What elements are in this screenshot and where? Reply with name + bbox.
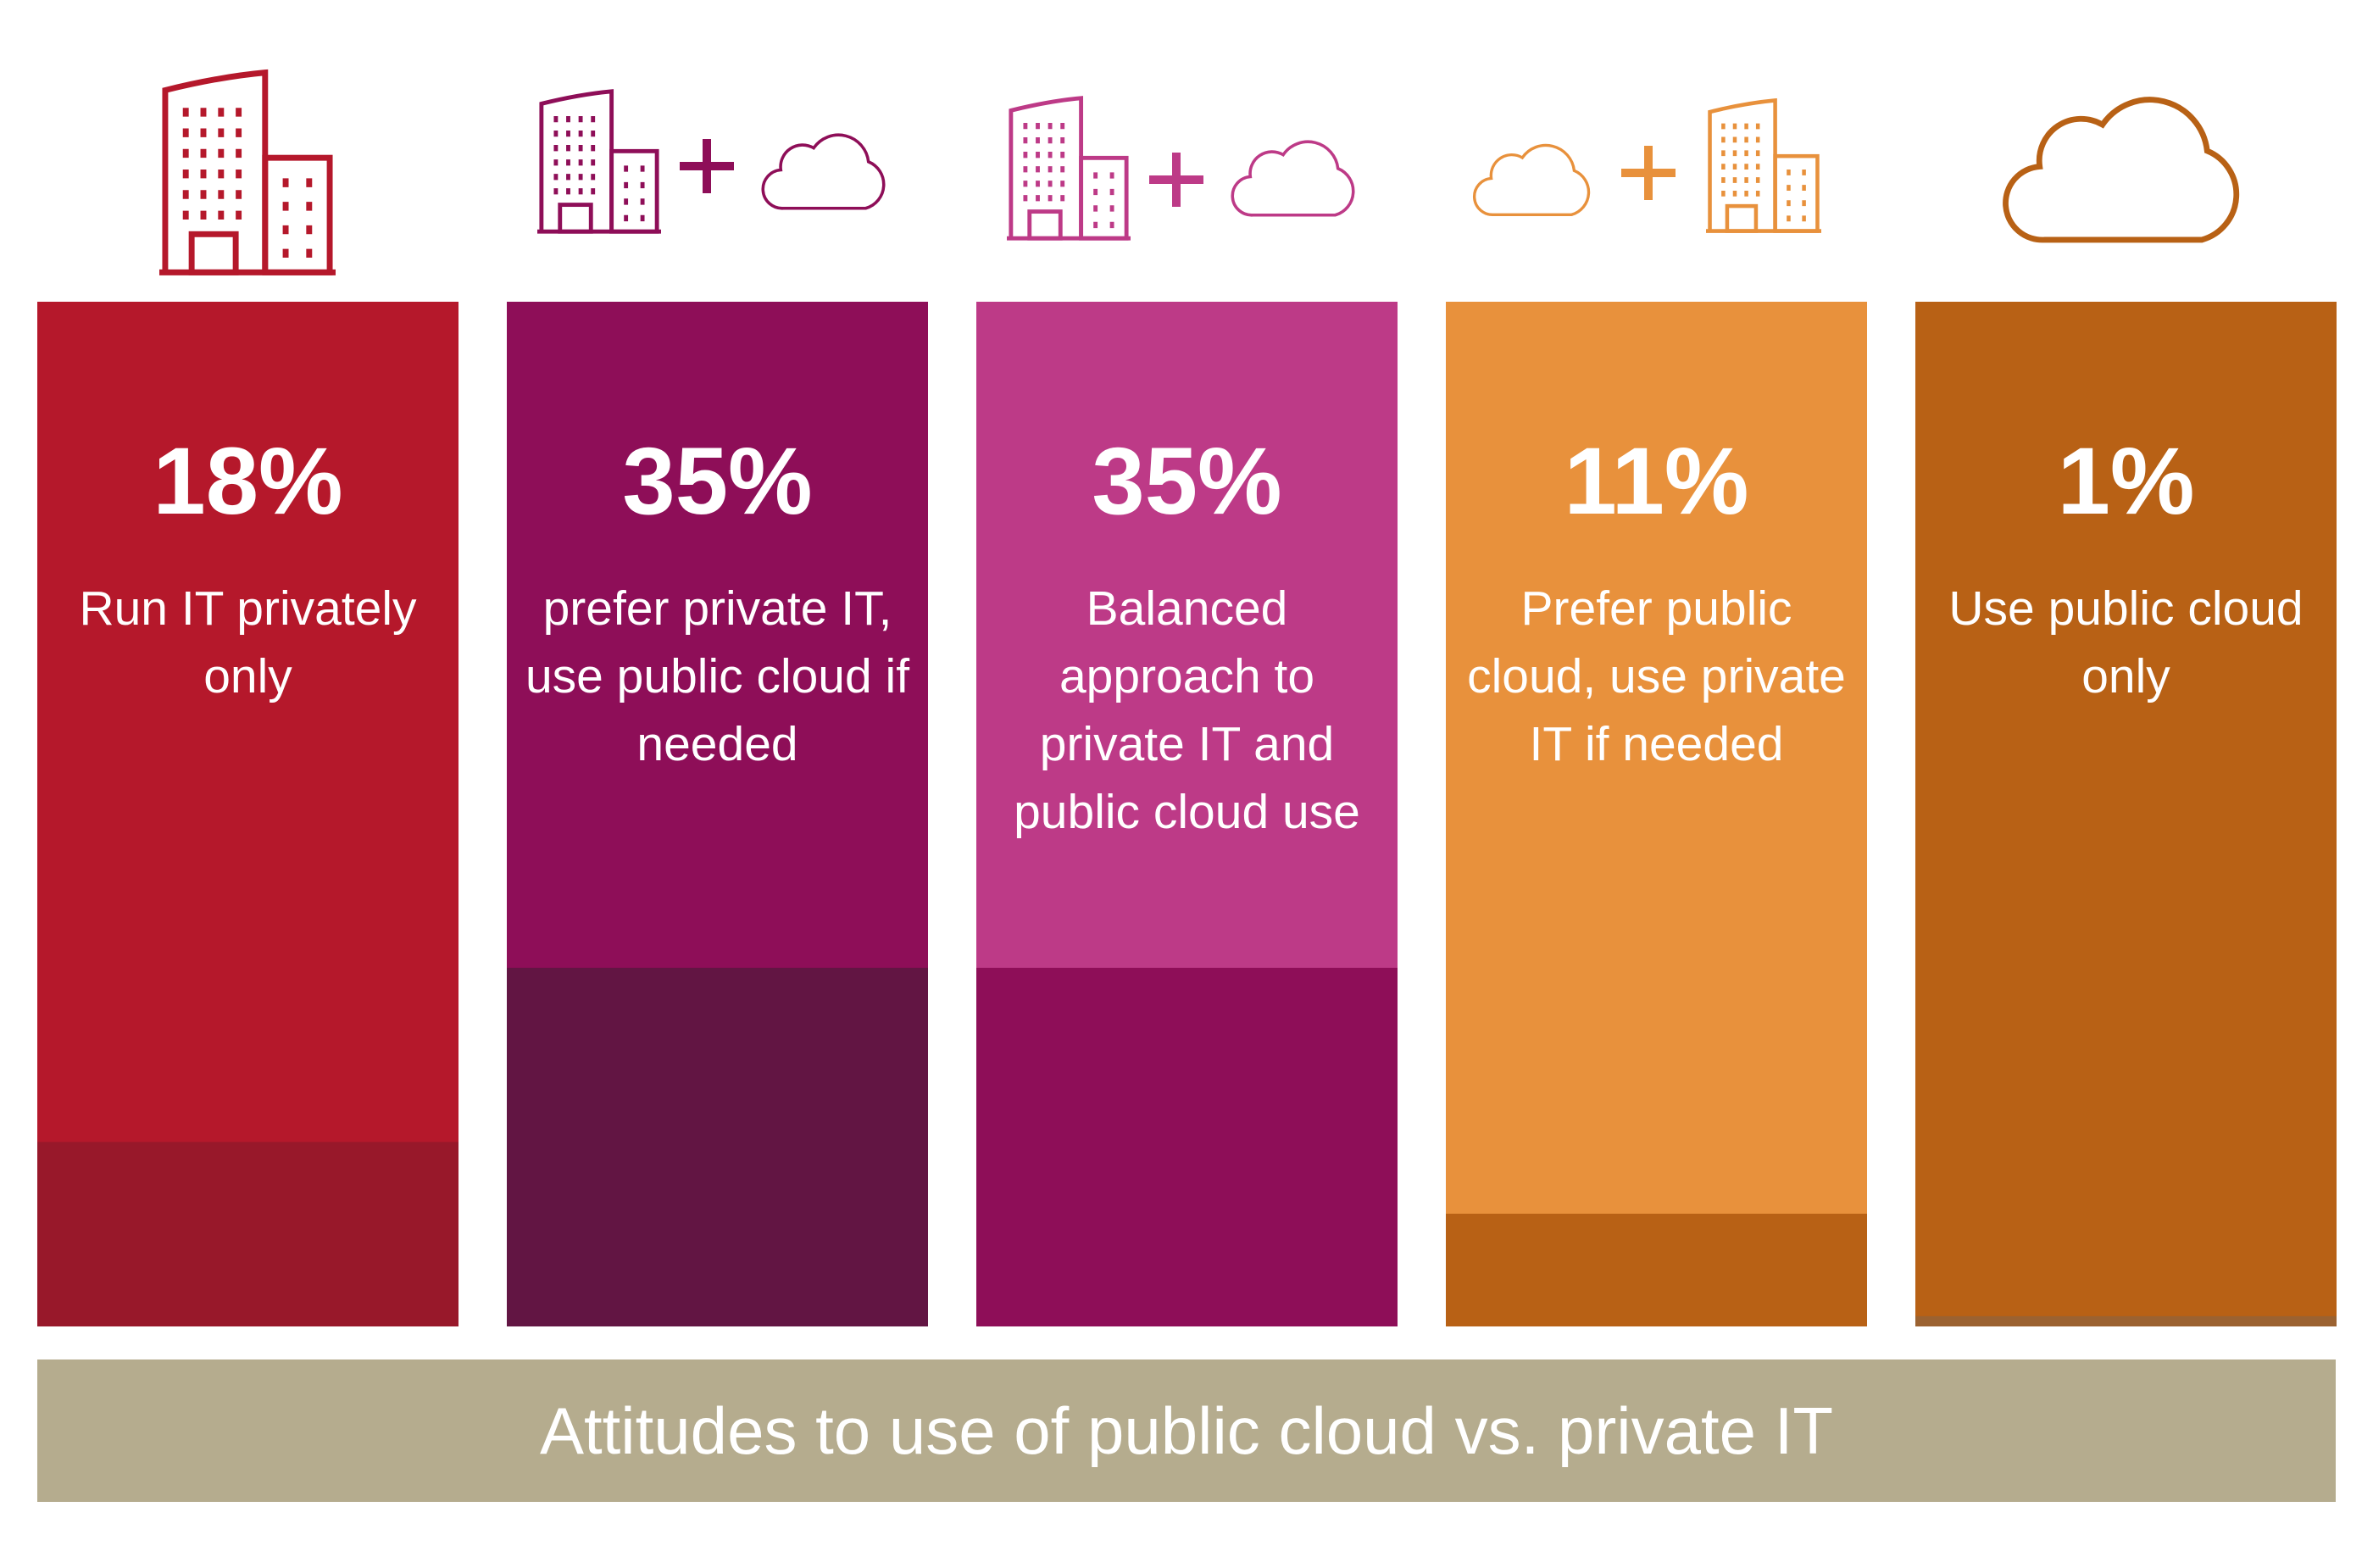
- category-label: Run IT privately only: [79, 581, 417, 703]
- value-label: 35%: [1092, 428, 1282, 534]
- cloud-icon: [1472, 143, 1591, 217]
- bar: [1446, 1214, 1867, 1326]
- icons: [159, 73, 2237, 273]
- building-icon: [537, 92, 661, 231]
- category-label: prefer private IT, use public cloud if n…: [525, 581, 910, 771]
- value-label: 35%: [622, 428, 813, 534]
- bar: [507, 967, 928, 1326]
- category-label: Balanced approach to private IT and publ…: [1014, 581, 1360, 839]
- plus-icon: [1149, 153, 1203, 207]
- plus-icon: [680, 139, 734, 193]
- building-icon: [1007, 98, 1131, 238]
- bar: [37, 1142, 458, 1326]
- building-icon: [1706, 100, 1821, 231]
- value-label: 1%: [2057, 428, 2195, 534]
- cloud-icon: [761, 133, 886, 210]
- building-icon: [159, 73, 336, 273]
- plus-icon: [1621, 146, 1676, 200]
- bar: [1915, 1315, 2337, 1326]
- panel: [1446, 302, 1867, 1326]
- bar: [976, 967, 1398, 1326]
- value-label: 18%: [153, 428, 343, 534]
- category-label: Prefer public cloud, use private IT if n…: [1467, 581, 1846, 771]
- chart-title: Attitudes to use of public cloud vs. pri…: [37, 1359, 2336, 1502]
- value-label: 11%: [1564, 428, 1749, 534]
- panel: [1915, 302, 2337, 1326]
- cloud-icon: [2005, 100, 2236, 240]
- cloud-icon: [1231, 140, 1355, 217]
- category-label: Use public cloud only: [1948, 581, 2304, 703]
